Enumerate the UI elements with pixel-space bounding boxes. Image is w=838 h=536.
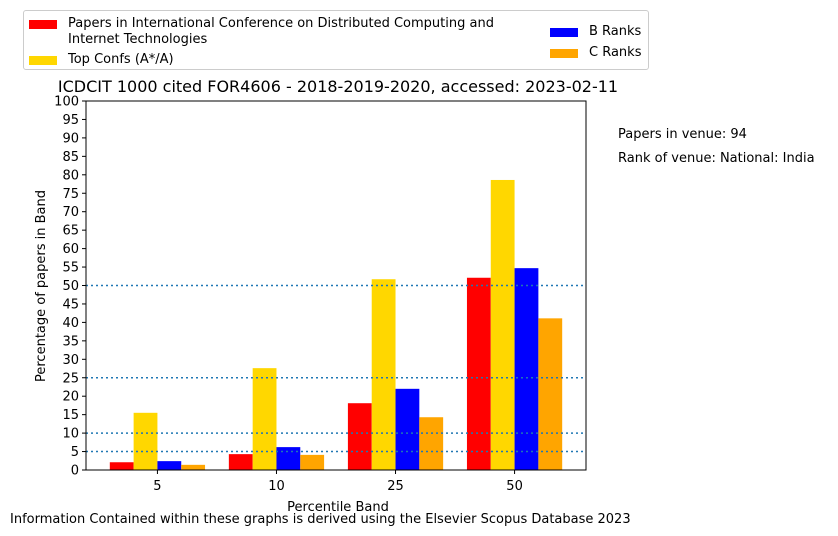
chart-title: ICDCIT 1000 cited FOR4606 - 2018-2019-20… — [57, 77, 619, 96]
rank-of-venue-note: Rank of venue: National: India — [618, 151, 815, 166]
y-tick-label-20: 100 — [54, 95, 79, 110]
y-tick-label-19: 95 — [62, 113, 79, 128]
legend: Papers in International Conference on Di… — [23, 10, 649, 70]
y-tick-label-13: 65 — [62, 224, 79, 239]
footer-source-note: Information Contained within these graph… — [10, 512, 631, 527]
legend-item-b-ranks: B Ranks — [550, 24, 641, 40]
y-tick-label-8: 40 — [62, 316, 79, 331]
bar-series-2-cat-2 — [395, 388, 420, 470]
bar-series-2-cat-1 — [276, 447, 301, 470]
y-tick-label-15: 75 — [62, 187, 79, 202]
legend-swatch-top-confs — [29, 56, 57, 65]
legend-label-b-ranks: B Ranks — [589, 24, 642, 39]
y-tick-label-7: 35 — [62, 334, 79, 349]
y-axis-label: Percentage of papers in Band — [34, 190, 49, 382]
y-tick-label-17: 85 — [62, 150, 79, 165]
bar-series-3-cat-1 — [300, 454, 325, 470]
y-tick-label-18: 90 — [62, 131, 79, 146]
bar-series-1-cat-3 — [490, 179, 515, 470]
legend-swatch-venue — [29, 20, 57, 29]
bar-series-3-cat-2 — [419, 417, 444, 470]
bar-series-1-cat-1 — [252, 368, 277, 470]
y-tick-label-4: 20 — [62, 390, 79, 405]
bar-series-1-cat-2 — [371, 279, 396, 470]
y-tick-label-5: 25 — [62, 371, 79, 386]
y-tick-label-16: 80 — [62, 168, 79, 183]
x-axis-label: Percentile Band — [287, 500, 389, 515]
legend-item-venue: Papers in International Conference on Di… — [29, 16, 509, 48]
bar-series-0-cat-3 — [466, 277, 491, 470]
y-tick-label-12: 60 — [62, 242, 79, 257]
bar-series-3-cat-3 — [538, 318, 563, 470]
x-tick-label-3: 50 — [506, 479, 523, 494]
y-tick-label-10: 50 — [62, 279, 79, 294]
legend-swatch-b-ranks — [550, 28, 578, 37]
bar-series-3-cat-0 — [181, 464, 206, 470]
legend-item-top-confs: Top Confs (A*/A) — [29, 52, 174, 68]
x-tick-label-1: 10 — [268, 479, 285, 494]
x-tick-label-0: 5 — [153, 479, 161, 494]
papers-in-venue-note: Papers in venue: 94 — [618, 127, 747, 142]
y-tick-label-11: 55 — [62, 261, 79, 276]
bar-series-2-cat-3 — [514, 268, 539, 470]
x-tick-label-2: 25 — [387, 479, 404, 494]
bar-series-0-cat-1 — [228, 454, 253, 470]
legend-label-c-ranks: C Ranks — [589, 45, 642, 60]
y-tick-label-9: 45 — [62, 297, 79, 312]
bar-series-0-cat-0 — [109, 462, 134, 470]
y-tick-label-6: 30 — [62, 353, 79, 368]
bar-series-1-cat-0 — [133, 412, 158, 470]
bar-series-0-cat-2 — [347, 403, 372, 470]
bar-series-2-cat-0 — [157, 461, 182, 470]
legend-label-venue: Papers in International Conference on Di… — [68, 16, 494, 47]
y-tick-label-1: 5 — [71, 445, 79, 460]
y-tick-label-14: 70 — [62, 205, 79, 220]
y-tick-label-3: 15 — [62, 408, 79, 423]
legend-swatch-c-ranks — [550, 49, 578, 58]
y-tick-label-0: 0 — [71, 464, 79, 479]
legend-label-top-confs: Top Confs (A*/A) — [68, 52, 174, 67]
y-tick-label-2: 10 — [62, 427, 79, 442]
legend-item-c-ranks: C Ranks — [550, 45, 641, 61]
